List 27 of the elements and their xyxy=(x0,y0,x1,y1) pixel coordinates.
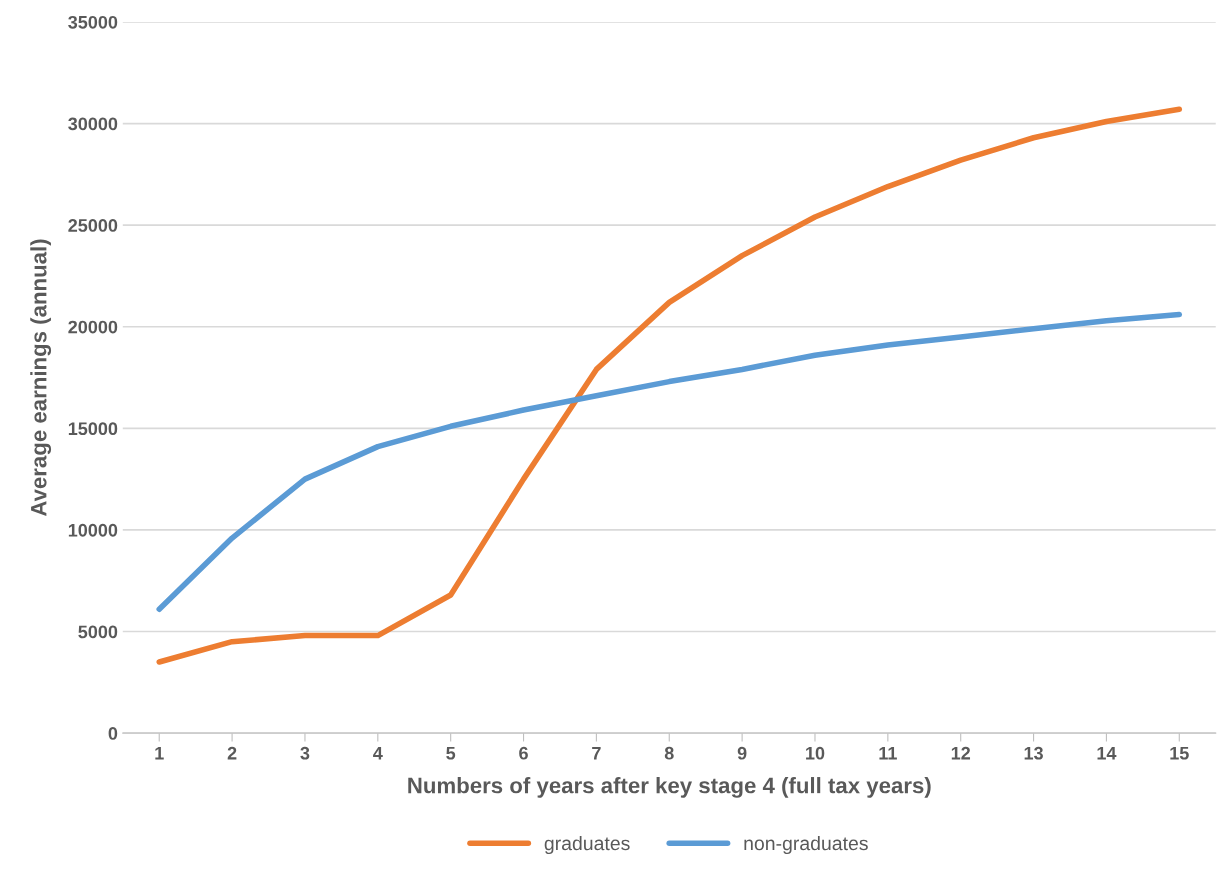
x-tick-label: 5 xyxy=(446,746,456,760)
y-tick-label: 20000 xyxy=(68,320,118,334)
x-tick-label: 10 xyxy=(806,746,825,760)
y-tick-label: 5000 xyxy=(78,625,118,639)
legend-label: non-graduates xyxy=(744,835,868,855)
y-tick-label: 0 xyxy=(108,727,118,740)
x-tick-label: 12 xyxy=(951,746,971,760)
x-tick-label: 9 xyxy=(737,746,747,760)
x-tick-label: 6 xyxy=(519,746,528,760)
x-tick-label: 13 xyxy=(1024,746,1043,760)
x-tick-label: 3 xyxy=(300,746,310,760)
y-tick-label: 25000 xyxy=(68,219,118,232)
x-tick-label: 14 xyxy=(1097,746,1117,760)
legend-label: graduates xyxy=(544,835,630,855)
x-tick-label: 7 xyxy=(592,746,601,760)
x-tick-label: 2 xyxy=(227,746,237,760)
y-tick-label: 30000 xyxy=(68,117,118,131)
x-tick-label: 11 xyxy=(879,746,897,760)
x-tick-label: 4 xyxy=(373,746,383,760)
x-tick-label: 8 xyxy=(664,746,674,760)
y-axis-title: Average earnings (annual) xyxy=(30,239,52,517)
y-tick-label: 35000 xyxy=(68,15,118,29)
x-tick-label: 1 xyxy=(155,746,164,760)
y-tick-label: 15000 xyxy=(68,422,118,436)
y-tick-label: 10000 xyxy=(68,523,118,537)
x-axis-title: Numbers of years after key stage 4 (full tax years) xyxy=(408,777,931,798)
x-tick-label: 15 xyxy=(1170,746,1189,760)
